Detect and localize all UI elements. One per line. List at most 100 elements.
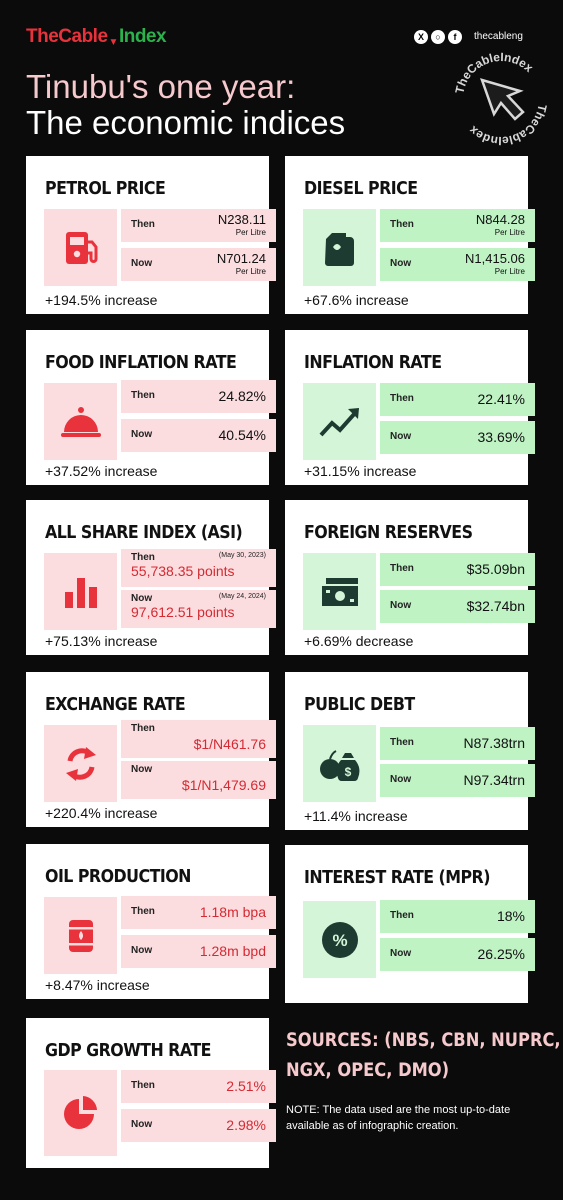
now-row: Now 33.69% [380, 421, 535, 454]
now-unit: Per Litre [494, 267, 525, 276]
page-title: Tinubu's one year: [26, 68, 296, 105]
card-all-share-index: ALL SHARE INDEX (ASI) Then (May 30, 2023… [26, 500, 276, 655]
icon-box [44, 383, 117, 460]
card-title: INTEREST RATE (MPR) [304, 867, 490, 888]
sources-note: NOTE: The data used are the most up-to-d… [286, 1104, 511, 1132]
card-oil-production: OIL PRODUCTION Then 1.18m bpa Now 1.28m … [26, 844, 276, 999]
change-text: +194.5% increase [45, 292, 158, 308]
card-title: OIL PRODUCTION [45, 866, 191, 887]
change-text: +67.6% increase [304, 292, 409, 308]
then-row: Then $1/N461.76 [121, 720, 276, 758]
then-row: Then N238.11 Per Litre [121, 209, 276, 242]
now-label: Now [131, 764, 153, 775]
card-title: DIESEL PRICE [304, 178, 418, 199]
now-label: Now [390, 948, 412, 959]
then-row: Then N844.28 Per Litre [380, 209, 535, 242]
then-value: 24.82% [218, 388, 266, 404]
now-date: (May 24, 2024) [218, 593, 266, 600]
food-cloche-icon [60, 406, 101, 437]
now-label: Now [131, 258, 153, 269]
page-subtitle: The economic indices [26, 104, 346, 141]
now-label: Now [131, 429, 153, 440]
now-row: Now 1.28m bpd [121, 935, 276, 968]
card-title: GDP GROWTH RATE [45, 1040, 211, 1061]
then-row: Then $35.09bn [380, 553, 535, 586]
card-interest-rate: INTEREST RATE (MPR) % Then 18% Now 26.25… [285, 845, 535, 1003]
now-value: 40.54% [218, 427, 266, 443]
svg-text:%: % [332, 931, 347, 950]
now-row: Now 26.25% [380, 938, 535, 971]
then-value: 1.18m bpa [199, 904, 266, 920]
icon-box [44, 209, 117, 286]
then-value: $1/N461.76 [193, 736, 266, 752]
now-row: Now 2.98% [121, 1109, 276, 1142]
fuel-pump-icon [65, 231, 97, 264]
now-label: Now [390, 774, 412, 785]
icon-box [303, 383, 376, 460]
now-value: $32.74bn [466, 598, 525, 614]
card-title: INFLATION RATE [304, 352, 442, 373]
card-foreign-reserves: FOREIGN RESERVES Then $35.09bn Now $32.7… [285, 500, 535, 655]
change-text: +11.4% increase [304, 808, 408, 824]
card-title: FOREIGN RESERVES [304, 522, 473, 543]
icon-box [303, 553, 376, 630]
now-value: 33.69% [477, 429, 525, 445]
then-unit: Per Litre [235, 228, 266, 237]
cash-stack-icon [321, 577, 358, 606]
now-value: 2.98% [226, 1117, 266, 1133]
svg-text:$: $ [344, 765, 351, 779]
then-label: Then [390, 393, 414, 404]
logo: TheCable▼Index [26, 26, 167, 48]
then-row: Then (May 30, 2023) 55,738.35 points [121, 549, 276, 587]
icon-box [44, 725, 117, 802]
oil-barrel-icon [66, 919, 95, 952]
then-row: Then N87.38trn [380, 727, 535, 760]
jerrycan-icon [324, 232, 354, 266]
now-label: Now [131, 593, 153, 604]
money-bag-bomb-icon: $ [319, 749, 359, 781]
now-value: $1/N1,479.69 [181, 777, 266, 793]
sources-line-2: NGX, OPEC, DMO) [286, 1060, 450, 1081]
then-label: Then [131, 906, 155, 917]
then-label: Then [131, 1080, 155, 1091]
now-value: 97,612.51 points [131, 604, 235, 620]
then-value: 2.51% [226, 1078, 266, 1094]
stamp-logo: TheCableIndex TheCableIndex [452, 50, 549, 148]
exchange-arrows-icon [65, 746, 96, 781]
then-label: Then [390, 737, 414, 748]
icon-box: $ [303, 725, 376, 802]
change-text: +31.15% increase [304, 463, 417, 479]
now-unit: Per Litre [235, 267, 266, 276]
percent-circle-icon: % [321, 921, 358, 958]
then-row: Then 1.18m bpa [121, 896, 276, 929]
now-value: N701.24 [216, 251, 266, 266]
pie-chart-icon [63, 1096, 97, 1129]
x-icon[interactable]: X [414, 30, 428, 44]
icon-box: % [303, 901, 376, 978]
social-links: X ○ f [414, 30, 462, 44]
icon-box [44, 897, 117, 974]
card-title: FOOD INFLATION RATE [45, 352, 237, 373]
now-label: Now [131, 945, 153, 956]
sources-title: SOURCES: (NBS, CBN, NUPRC, NGX, OPEC, DM… [286, 1026, 561, 1086]
then-value: N238.11 [217, 212, 266, 227]
then-label: Then [131, 552, 155, 563]
now-row: Now 40.54% [121, 419, 276, 452]
then-value: 18% [496, 908, 525, 924]
then-row: Then 18% [380, 900, 535, 933]
card-title: PETROL PRICE [45, 178, 166, 199]
social-handle: thecableng [474, 31, 523, 42]
card-public-debt: PUBLIC DEBT $ Then N87.38trn Now N97.34t… [285, 672, 535, 830]
facebook-icon[interactable]: f [448, 30, 462, 44]
then-label: Then [131, 219, 155, 230]
instagram-icon[interactable]: ○ [431, 30, 445, 44]
then-label: Then [131, 390, 155, 401]
now-row: Now N701.24 Per Litre [121, 248, 276, 281]
then-value: $35.09bn [466, 561, 525, 577]
card-gdp-growth: GDP GROWTH RATE Then 2.51% Now 2.98% [26, 1018, 276, 1168]
card-title: PUBLIC DEBT [304, 694, 415, 715]
now-label: Now [390, 431, 412, 442]
change-text: +75.13% increase [45, 633, 158, 649]
now-row: Now $1/N1,479.69 [121, 761, 276, 799]
card-diesel-price: DIESEL PRICE Then N844.28 Per Litre Now … [285, 156, 535, 314]
